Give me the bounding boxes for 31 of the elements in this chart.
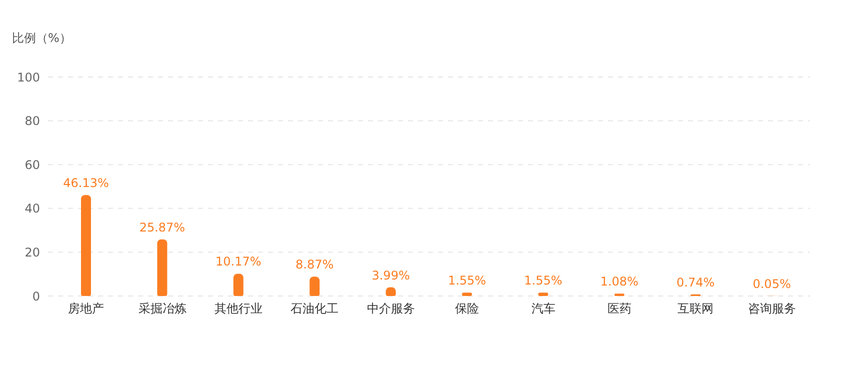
x-tick-label: 房地产	[68, 302, 104, 316]
data-label: 1.08%	[600, 274, 638, 289]
data-label: 1.55%	[524, 274, 562, 288]
data-label: 0.74%	[676, 275, 715, 290]
data-label: 25.87%	[139, 220, 186, 234]
y-tick-label: 0	[32, 289, 40, 304]
y-tick-label: 60	[24, 158, 40, 172]
bar	[81, 194, 91, 296]
bar	[157, 239, 168, 296]
data-label: 8.87%	[296, 258, 334, 272]
y-tick-label: 20	[24, 245, 40, 260]
data-label: 1.55%	[448, 274, 486, 288]
x-tick-label: 医药	[608, 302, 632, 316]
bar	[310, 276, 320, 296]
x-tick-label: 保险	[455, 302, 480, 316]
data-label: 10.17%	[216, 254, 262, 269]
data-label: 0.05%	[752, 276, 791, 291]
data-label: 46.13%	[63, 176, 109, 190]
x-tick-label: 汽车	[531, 302, 556, 316]
x-tick-label: 石油化工	[290, 302, 339, 316]
x-tick-label: 中介服务	[366, 302, 415, 316]
x-tick-label: 采掘冶炼	[138, 302, 186, 316]
y-tick-label: 80	[24, 114, 40, 128]
data-label: 3.99%	[372, 268, 410, 282]
x-tick-label: 咨询服务	[748, 302, 796, 316]
x-tick-label: 其他行业	[214, 302, 262, 316]
bar	[233, 274, 244, 296]
x-tick-label: 互联网	[678, 302, 714, 316]
y-axis-title: 比例（%）	[12, 30, 72, 47]
y-tick-label: 100	[17, 70, 40, 84]
y-tick-label: 40	[24, 202, 40, 216]
